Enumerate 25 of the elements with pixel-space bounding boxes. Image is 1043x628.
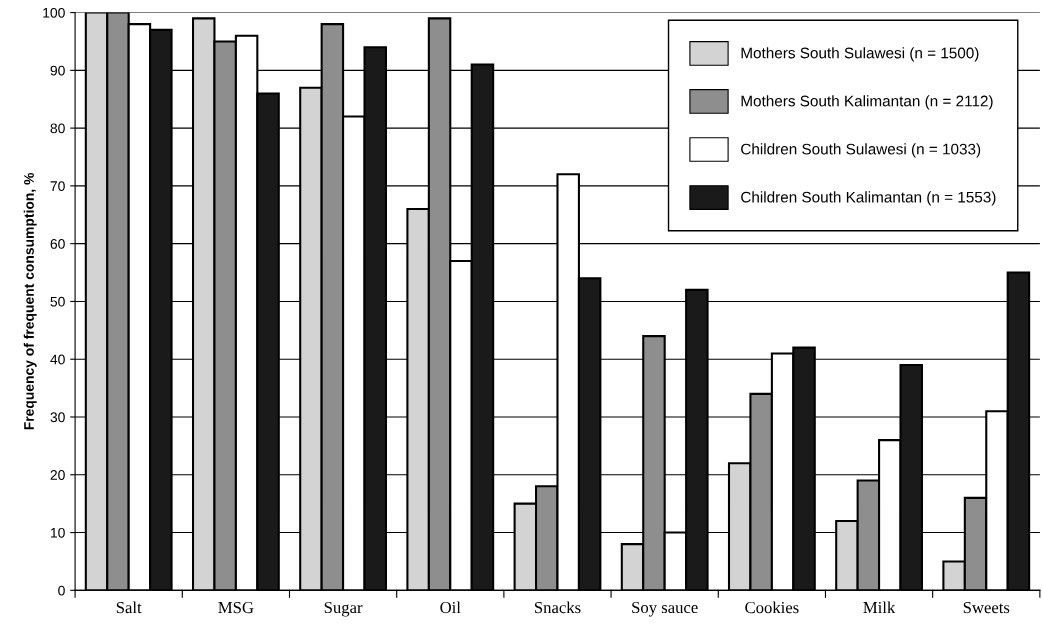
x-tick-label: Oil <box>440 601 461 614</box>
y-tick-label: 50 <box>50 296 65 307</box>
legend-label: Mothers South Sulawesi (n = 1500) <box>741 47 979 62</box>
x-tick-label: Cookies <box>745 601 799 614</box>
y-axis-title: Frequency of frequent consumption, % <box>23 172 37 430</box>
x-tick-label: Sweets <box>963 601 1010 614</box>
y-tick-label: 30 <box>50 412 65 423</box>
y-tick-label: 10 <box>50 527 65 538</box>
x-tick-label: Milk <box>863 601 896 613</box>
legend-label: Mothers South Kalimantan (n = 2112) <box>741 95 993 110</box>
y-tick-label: 70 <box>50 181 65 192</box>
legend-label: Children South Sulawesi (n = 1033) <box>741 143 981 158</box>
y-tick-label: 100 <box>43 7 65 18</box>
y-tick-label: 80 <box>50 123 65 134</box>
y-tick-label: 60 <box>50 239 65 249</box>
x-tick-label: Snacks <box>534 601 581 614</box>
y-tick-label: 40 <box>50 354 65 365</box>
x-tick-label: MSG <box>218 601 254 614</box>
y-tick-label: 90 <box>50 65 65 76</box>
x-tick-label: Soy sauce <box>632 601 698 617</box>
y-tick-label: 0 <box>58 585 65 596</box>
y-tick-label: 20 <box>50 470 65 480</box>
legend-label: Children South Kalimantan (n = 1553) <box>741 191 996 206</box>
x-tick-label: Sugar <box>324 601 363 617</box>
x-tick-label: Salt <box>116 601 142 614</box>
